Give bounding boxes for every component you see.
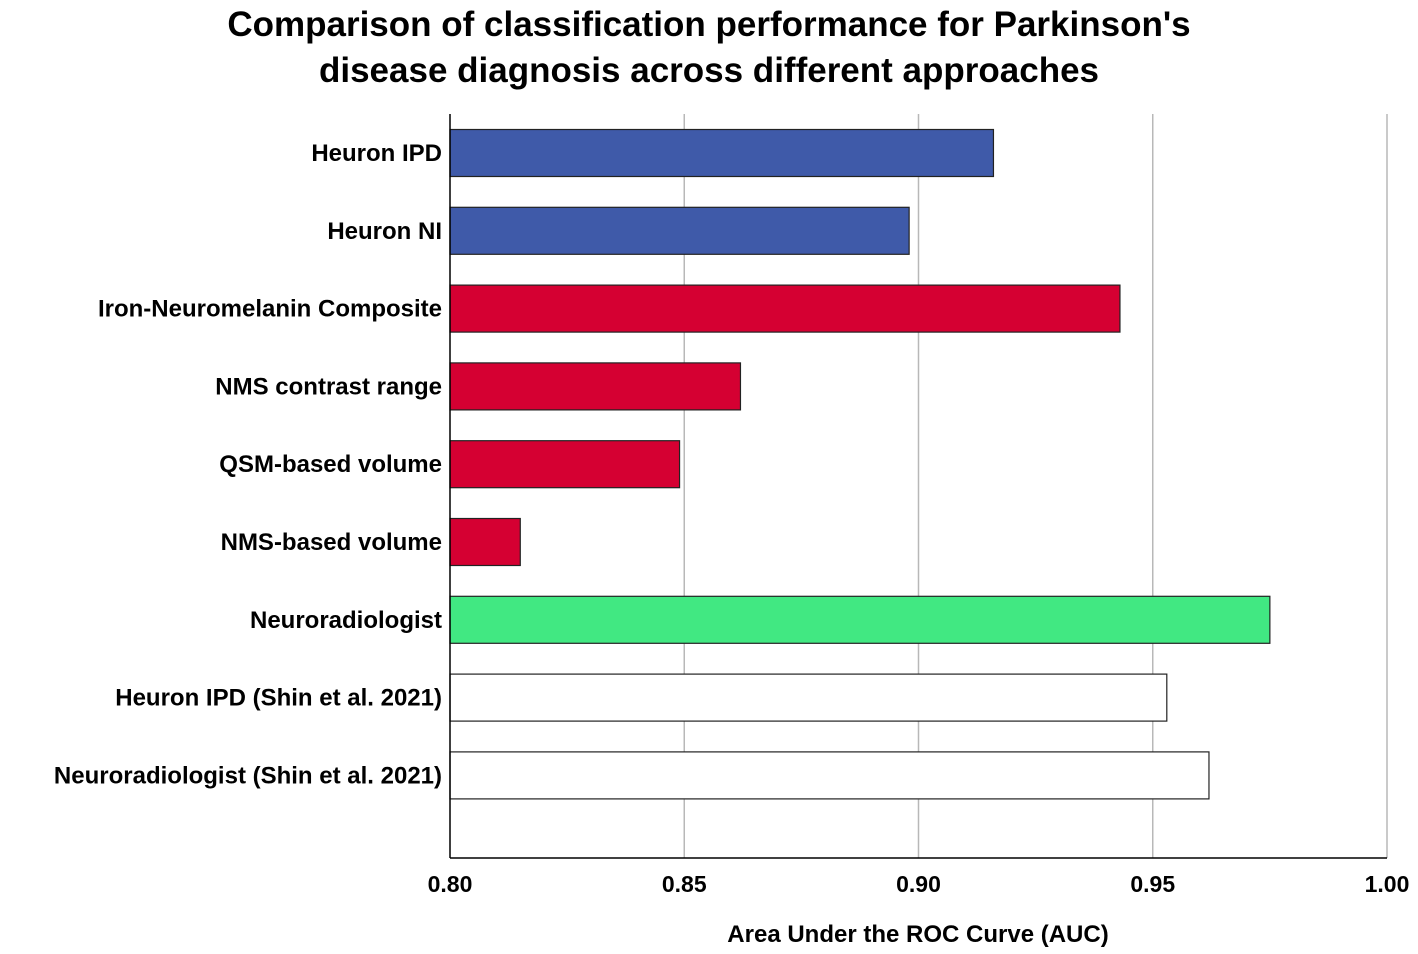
chart-title-line-2: disease diagnosis across different appro… (318, 51, 1099, 90)
bar (449, 362, 742, 411)
category-label: QSM-based volume (219, 451, 442, 478)
bar (449, 751, 1210, 800)
category-label: Neuroradiologist (250, 607, 442, 634)
x-tick-label: 0.80 (428, 871, 473, 897)
category-label: Iron-Neuromelanin Composite (98, 296, 442, 323)
x-tick-label: 1.00 (1365, 871, 1410, 897)
bar (449, 206, 910, 255)
category-labels: Heuron IPD Heuron NI Iron-Neuromelanin Com… (54, 140, 442, 789)
axes (449, 114, 1387, 859)
bar (449, 284, 1121, 333)
bar (449, 128, 995, 178)
category-label: Heuron NI (327, 218, 442, 245)
x-tick-label: 0.95 (1130, 871, 1175, 897)
bar (449, 440, 681, 489)
bar (449, 517, 521, 567)
category-label: NMS-based volume (221, 529, 442, 556)
chart-title-line-1: Comparison of classification performance… (227, 5, 1191, 44)
x-axis-title: Area Under the ROC Curve (AUC) (727, 921, 1108, 948)
category-label: Heuron IPD (311, 140, 442, 167)
category-label: NMS contrast range (215, 373, 442, 400)
x-tick-label: 0.90 (896, 871, 941, 897)
x-tick-label: 0.85 (662, 871, 707, 897)
bars (449, 128, 1271, 800)
chart-title: Comparison of classification performance… (0, 2, 1418, 94)
category-label: Neuroradiologist (Shin et al. 2021) (54, 762, 442, 789)
x-tick-labels: 0.80 0.85 0.90 0.95 1.00 (428, 871, 1410, 897)
category-label: Heuron IPD (Shin et al. 2021) (115, 685, 442, 712)
bar (449, 595, 1271, 644)
bar (449, 673, 1168, 722)
